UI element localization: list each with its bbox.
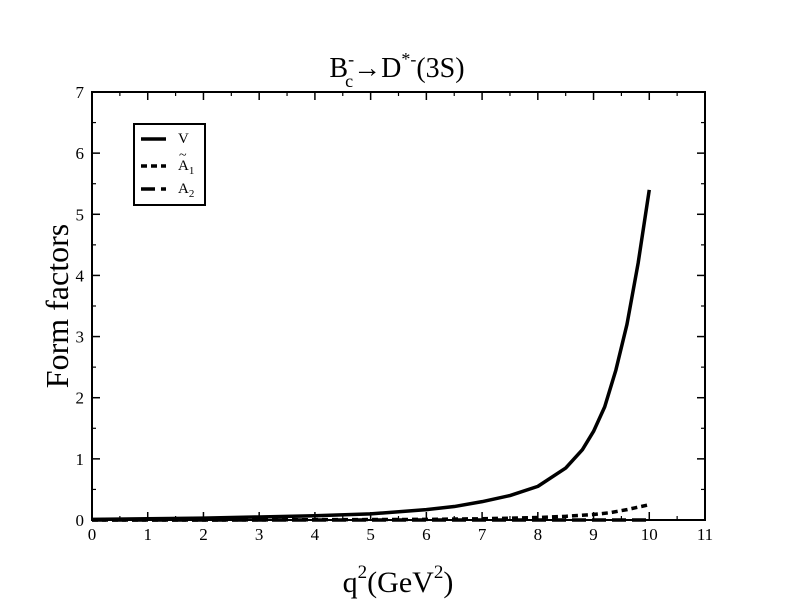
x-tick-label-1: 1 (143, 525, 152, 544)
tick-labels: 0 1 2 3 4 5 6 7 8 9 10 11 0 1 2 3 4 5 6 7 (76, 83, 714, 544)
legend-a2-base: A (178, 181, 189, 197)
x-tick-label-9: 9 (589, 525, 598, 544)
y-tick-label-4: 4 (76, 266, 85, 285)
legend-a1-sub: 1 (189, 165, 195, 177)
series-layer (91, 189, 652, 522)
y-tick-label-2: 2 (76, 389, 85, 408)
x-tick-label-2: 2 (199, 525, 208, 544)
title-tail: (3S) (416, 53, 464, 84)
legend-a1-base: A (178, 158, 189, 174)
legend-label-a1: A1 (178, 158, 194, 177)
title-b-sub: c (345, 71, 353, 91)
chart-title: B-c→D*-(3S) (329, 49, 464, 91)
y-axis-label: Form factors (39, 224, 75, 388)
legend-v-base: V (178, 131, 189, 147)
y-tick-label-1: 1 (76, 450, 85, 469)
x-tick-label-10: 10 (641, 525, 658, 544)
x-tick-label-8: 8 (534, 525, 543, 544)
y-tick-label-0: 0 (76, 511, 85, 530)
legend-label-a2: A2 (178, 181, 194, 200)
x-axis-label: q2(GeV2) (343, 562, 454, 599)
legend-label-v: V (178, 131, 189, 147)
title-b: B (329, 53, 348, 84)
x-label-end: ) (443, 566, 453, 599)
x-tick-label-3: 3 (255, 525, 264, 544)
legend-a1-tilde: ~ (179, 148, 187, 163)
x-tick-label-4: 4 (311, 525, 320, 544)
x-tick-label-0: 0 (88, 525, 97, 544)
y-tick-label-7: 7 (76, 83, 85, 102)
y-tick-label-6: 6 (76, 144, 85, 163)
title-arrow: → (353, 53, 381, 84)
x-label-q: q (343, 566, 358, 599)
legend: V A1 ~ A2 (133, 123, 206, 206)
title-b-sup: - (348, 49, 354, 69)
title-d-sup: *- (401, 49, 416, 69)
y-tick-label-5: 5 (76, 205, 85, 224)
y-tick-label-3: 3 (76, 328, 85, 347)
title-d: D (381, 53, 401, 84)
x-label-q-sup: 2 (358, 562, 368, 583)
x-tick-label-11: 11 (697, 525, 713, 544)
legend-a2-sub: 2 (189, 188, 195, 200)
x-tick-label-6: 6 (422, 525, 431, 544)
x-tick-label-5: 5 (366, 525, 375, 544)
x-tick-label-7: 7 (478, 525, 487, 544)
x-label-sup2: 2 (434, 562, 444, 583)
series-line-0 (91, 189, 652, 522)
x-label-mid: (GeV (367, 566, 434, 599)
